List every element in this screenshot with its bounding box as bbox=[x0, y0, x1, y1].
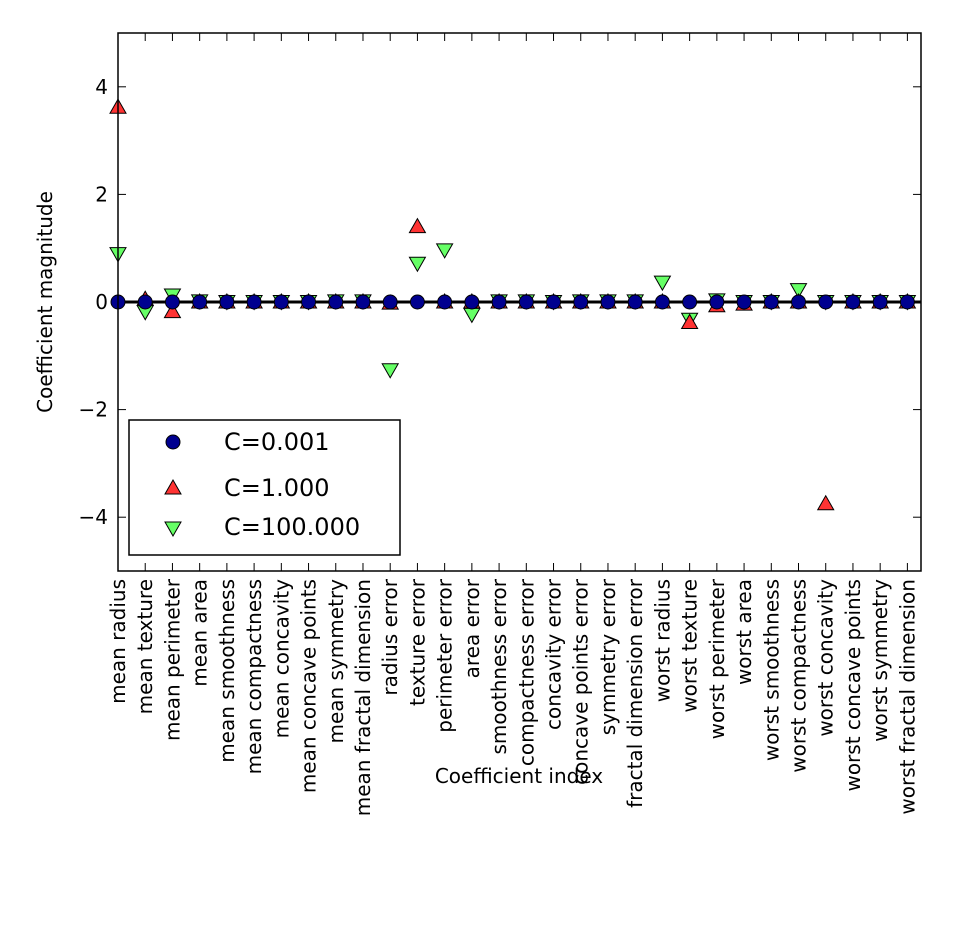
x-tick-label-worst-symmetry: worst symmetry bbox=[868, 579, 892, 742]
data-markers bbox=[109, 98, 917, 511]
x-tick-label-worst-concave-points: worst concave points bbox=[841, 579, 865, 792]
x-tick-label-mean-concavity: mean concavity bbox=[269, 579, 293, 738]
point-series-1-worst-texture bbox=[682, 294, 698, 310]
point-series-1-mean-texture bbox=[137, 294, 153, 310]
point-series-1-mean-compactness bbox=[246, 294, 262, 310]
point-series-1-texture-error bbox=[409, 294, 425, 310]
x-tick-label-worst-radius: worst radius bbox=[650, 579, 674, 702]
legend-marker-series-1 bbox=[165, 434, 181, 450]
point-series-1-radius-error bbox=[382, 294, 398, 310]
x-tick-label-concave-points-error: concave points error bbox=[569, 578, 593, 785]
x-tick-label-mean-area: mean area bbox=[188, 579, 212, 687]
point-series-1-worst-concave-points bbox=[845, 294, 861, 310]
point-series-1-mean-concave-points bbox=[301, 294, 317, 310]
point-series-1-worst-fractal-dimension bbox=[899, 294, 915, 310]
x-tick-label-mean-perimeter: mean perimeter bbox=[160, 578, 184, 741]
y-tick-label: 0 bbox=[95, 290, 108, 314]
x-tick-label-worst-fractal-dimension: worst fractal dimension bbox=[895, 579, 919, 815]
x-tick-label-mean-concave-points: mean concave points bbox=[297, 579, 321, 793]
x-tick-label-mean-radius: mean radius bbox=[106, 579, 130, 704]
point-series-1-symmetry-error bbox=[600, 294, 616, 310]
point-series-1-worst-smoothness bbox=[763, 294, 779, 310]
legend-label-series-3: C=100.000 bbox=[224, 513, 360, 541]
point-series-1-worst-perimeter bbox=[709, 294, 725, 310]
x-tick-label-mean-fractal-dimension: mean fractal dimension bbox=[351, 579, 375, 816]
point-series-1-worst-radius bbox=[654, 294, 670, 310]
x-tick-label-mean-symmetry: mean symmetry bbox=[324, 579, 348, 744]
x-tick-label-perimeter-error: perimeter error bbox=[433, 578, 457, 732]
x-tick-label-fractal-dimension-error: fractal dimension error bbox=[623, 578, 647, 808]
point-series-1-mean-area bbox=[192, 294, 208, 310]
point-series-1-worst-symmetry bbox=[872, 294, 888, 310]
x-tick-label-mean-compactness: mean compactness bbox=[242, 579, 266, 774]
point-series-1-mean-concavity bbox=[273, 294, 289, 310]
x-tick-label-compactness-error: compactness error bbox=[514, 578, 538, 766]
point-series-1-mean-symmetry bbox=[328, 294, 344, 310]
point-series-3-worst-compactness bbox=[789, 283, 808, 299]
x-tick-label-symmetry-error: symmetry error bbox=[596, 578, 620, 735]
point-series-2-worst-concavity bbox=[816, 494, 835, 511]
legend-marker-series-3 bbox=[164, 521, 182, 538]
point-series-1-worst-compactness bbox=[791, 294, 807, 310]
x-tick-label-worst-concavity: worst concavity bbox=[814, 579, 838, 737]
point-series-2-texture-error bbox=[408, 217, 427, 234]
axis-ticks: 4 2 0 −2 −4 mean radius mean texture mean perim… bbox=[79, 33, 921, 816]
point-series-1-perimeter-error bbox=[437, 294, 453, 310]
y-tick-label: 2 bbox=[95, 182, 108, 206]
x-tick-label-radius-error: radius error bbox=[378, 578, 402, 695]
point-series-1-mean-perimeter bbox=[164, 294, 180, 310]
x-tick-label-mean-smoothness: mean smoothness bbox=[215, 579, 239, 763]
point-series-1-smoothness-error bbox=[491, 294, 507, 310]
x-tick-label-smoothness-error: smoothness error bbox=[487, 578, 511, 754]
x-tick-label-texture-error: texture error bbox=[405, 578, 429, 706]
point-series-1-concavity-error bbox=[546, 294, 562, 310]
y-tick-label: −4 bbox=[79, 505, 108, 529]
point-series-3-worst-radius bbox=[653, 275, 672, 292]
x-tick-label-area-error: area error bbox=[460, 578, 484, 678]
legend-marker-series-2 bbox=[164, 478, 182, 495]
x-tick-label-worst-perimeter: worst perimeter bbox=[705, 578, 729, 739]
point-series-1-concave-points-error bbox=[573, 294, 589, 310]
point-series-2-mean-perimeter bbox=[163, 302, 182, 319]
point-series-3-texture-error bbox=[408, 256, 427, 273]
point-series-2-worst-texture bbox=[680, 313, 699, 329]
legend-markers bbox=[164, 434, 182, 538]
x-tick-label-worst-area: worst area bbox=[732, 579, 756, 685]
plot-frame bbox=[117, 32, 922, 572]
point-series-1-area-error bbox=[464, 294, 480, 310]
point-series-1-mean-fractal-dimension bbox=[355, 294, 371, 310]
legend: C=0.001 C=1.000 C=100.000 bbox=[128, 419, 401, 556]
point-series-1-compactness-error bbox=[518, 294, 534, 310]
point-series-3-radius-error bbox=[381, 363, 400, 379]
point-series-1-fractal-dimension-error bbox=[627, 294, 643, 310]
x-tick-label-worst-texture: worst texture bbox=[678, 579, 702, 713]
legend-label-series-2: C=1.000 bbox=[224, 474, 330, 502]
x-tick-label-worst-smoothness: worst smoothness bbox=[759, 579, 783, 761]
x-tick-label-mean-texture: mean texture bbox=[133, 579, 157, 714]
point-series-1-worst-concavity bbox=[818, 294, 834, 310]
y-tick-label: 4 bbox=[95, 75, 108, 99]
legend-label-series-1: C=0.001 bbox=[224, 428, 330, 456]
point-series-3-perimeter-error bbox=[435, 243, 454, 259]
x-tick-label-concavity-error: concavity error bbox=[542, 578, 566, 730]
point-series-1-worst-area bbox=[736, 294, 752, 310]
y-tick-label: −2 bbox=[79, 398, 108, 422]
point-series-1-mean-smoothness bbox=[219, 294, 235, 310]
x-tick-label-worst-compactness: worst compactness bbox=[787, 579, 811, 773]
x-axis-label: Coefficient index bbox=[435, 764, 603, 788]
y-axis-label: Coefficient magnitude bbox=[33, 191, 57, 413]
